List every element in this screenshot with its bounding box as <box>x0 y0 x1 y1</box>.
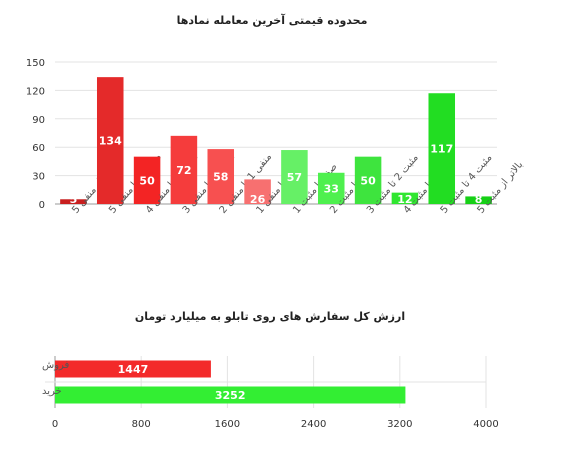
x-tick-label: 1600 <box>215 419 240 430</box>
bar <box>55 386 406 404</box>
y-tick-label: 120 <box>26 86 45 97</box>
category-label: خرید <box>42 386 62 397</box>
bar-value-label: 3252 <box>215 389 246 402</box>
bar <box>96 77 124 204</box>
bar-value-label: 72 <box>176 164 191 177</box>
bar-value-label: 1447 <box>118 363 149 376</box>
chart2-title: ارزش کل سفارش های روی تابلو به میلیارد ت… <box>135 310 405 323</box>
bar-value-label: 8 <box>475 193 483 206</box>
bar-value-label: 50 <box>360 174 376 187</box>
x-tick-label: 800 <box>132 419 151 430</box>
x-tick-label: 4000 <box>473 419 498 430</box>
bar-value-label: 5 <box>70 193 78 206</box>
bar <box>465 196 492 204</box>
bar-value-label: 33 <box>324 182 339 195</box>
bar-value-label: 58 <box>213 171 228 184</box>
y-tick-label: 0 <box>39 200 45 211</box>
bar <box>354 156 382 204</box>
bar <box>170 135 198 204</box>
bar-value-label: 134 <box>99 135 122 148</box>
y-tick-label: 30 <box>32 172 45 183</box>
bar-value-label: 57 <box>287 171 302 184</box>
bar-value-label: 12 <box>397 193 412 206</box>
chart1-title: محدوده قیمتی آخرین معامله نمادها <box>177 13 368 27</box>
order-value-chart: 0 800 1600 2400 3200 4000 1447 فروش 3252 خرید <box>42 356 499 430</box>
bar-value-label: 50 <box>139 174 155 187</box>
y-tick-label: 150 <box>26 58 45 69</box>
bar <box>55 360 211 378</box>
bar <box>391 192 419 204</box>
bar-value-label: 117 <box>430 143 453 156</box>
bar-value-label: 26 <box>250 193 266 206</box>
x-tick-label: 0 <box>52 419 58 430</box>
x-tick-label: 2400 <box>301 419 326 430</box>
bar <box>428 93 456 204</box>
bar <box>281 150 308 204</box>
bar <box>60 199 87 204</box>
x-tick-label: 3200 <box>387 419 412 430</box>
y-tick-label: 90 <box>32 115 45 126</box>
bar <box>317 172 345 204</box>
category-label: فروش <box>42 360 70 371</box>
bar <box>207 149 235 204</box>
bar <box>133 156 161 204</box>
y-tick-label: 60 <box>32 143 45 154</box>
bar <box>244 179 271 204</box>
